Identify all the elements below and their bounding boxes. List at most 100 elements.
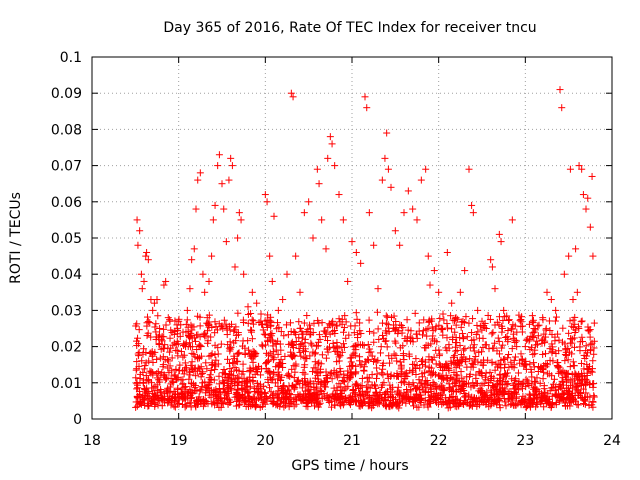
data-point [322,383,330,391]
data-point [153,355,161,363]
data-point [356,391,364,399]
data-point [323,345,331,353]
data-point [220,379,228,387]
data-point [211,201,219,209]
data-point [509,321,517,329]
data-point [377,343,385,351]
data-point [214,162,222,170]
data-point [244,310,252,318]
data-point [507,400,515,408]
data-point [270,348,278,356]
x-tick-label: 20 [256,433,274,449]
data-point [318,351,326,359]
data-point [374,285,382,293]
data-point [502,402,510,410]
data-point [394,327,402,335]
data-point [171,372,179,380]
data-point [577,359,585,367]
data-point [261,389,269,397]
data-point [508,216,516,224]
data-point [147,296,155,304]
data-point [248,335,256,343]
data-point [381,402,389,410]
data-point [335,380,343,388]
data-point [563,395,571,403]
data-point [492,390,500,398]
data-point [372,384,380,392]
data-point [255,394,263,402]
data-point [548,331,556,339]
data-point [323,395,331,403]
data-point [212,388,220,396]
data-point [515,311,523,319]
data-point [258,393,266,401]
data-point [136,227,144,235]
data-point [578,317,586,325]
data-point [374,400,382,408]
data-point [364,378,372,386]
data-point [305,321,313,329]
data-point [195,343,203,351]
data-point [133,358,141,366]
data-point [361,93,369,101]
data-point [338,387,346,395]
data-point [202,332,210,340]
data-point [288,365,296,373]
data-point [255,363,263,371]
data-point [296,324,304,332]
data-point [144,318,152,326]
data-point [341,394,349,402]
data-point [335,191,343,199]
data-point [166,317,174,325]
data-point [584,194,592,202]
data-point [197,373,205,381]
data-point [514,369,522,377]
data-point [136,370,144,378]
data-point [531,377,539,385]
data-point [494,334,502,342]
data-point [530,363,538,371]
data-point [167,380,175,388]
data-point [224,355,232,363]
data-point [225,176,233,184]
data-point [151,323,159,331]
data-point [466,344,474,352]
data-point [228,379,236,387]
data-point [464,380,472,388]
data-point [162,321,170,329]
data-point [215,396,223,404]
data-point [185,333,193,341]
data-point [189,390,197,398]
data-point [205,277,213,285]
data-point [418,331,426,339]
data-point [400,356,408,364]
data-point [312,342,320,350]
data-point [370,241,378,249]
data-point [310,389,318,397]
data-point [396,241,404,249]
data-point [443,401,451,409]
data-point [561,399,569,407]
data-point [161,341,169,349]
y-tick-label: 0.04 [51,267,82,283]
data-point [494,391,502,399]
data-point [147,333,155,341]
data-point [137,270,145,278]
data-point [526,391,534,399]
data-point [192,205,200,213]
data-point [528,373,536,381]
data-point [336,352,344,360]
data-point [174,373,182,381]
data-point [281,352,289,360]
data-point [417,176,425,184]
data-point [286,319,294,327]
data-point [315,180,323,188]
data-point [486,315,494,323]
data-point [571,391,579,399]
data-point [551,337,559,345]
data-point [504,327,512,335]
data-point [402,399,410,407]
data-point [439,326,447,334]
data-point [504,369,512,377]
